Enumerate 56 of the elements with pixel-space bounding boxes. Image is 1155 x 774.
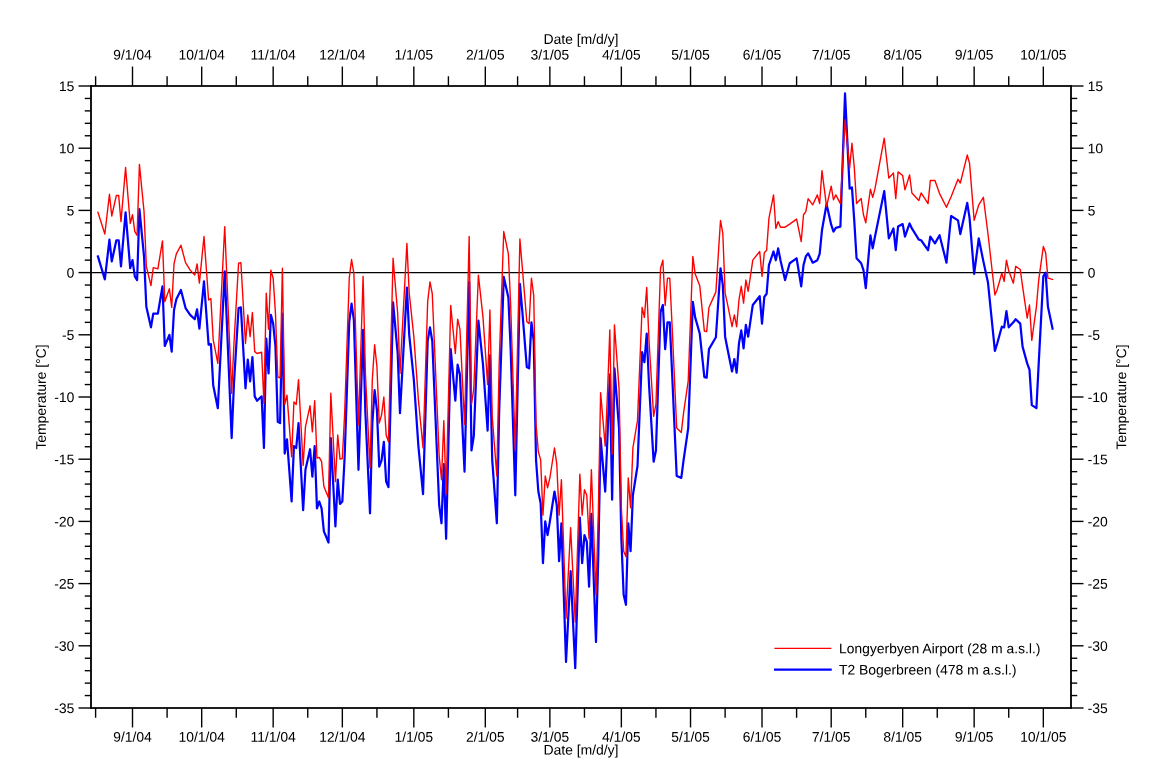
x2-tick-label: 6/1/05 [743, 49, 781, 60]
y-tick-label: -10 [54, 392, 74, 403]
x2-tick-label: 8/1/05 [883, 49, 922, 60]
y2-tick-label: 10 [1088, 143, 1103, 154]
x2-tick-label: 7/1/05 [812, 49, 850, 60]
x2-tick-label: 1/1/05 [395, 49, 433, 60]
x2-tick-label: 3/1/05 [531, 49, 569, 60]
y-tick-label: -5 [62, 330, 74, 340]
x2-tick-label: 12/1/04 [320, 49, 366, 60]
x-tick-label: 2/1/05 [466, 731, 505, 742]
y2-tick-label: -15 [1088, 454, 1108, 465]
x2-tick-label: 9/1/05 [955, 49, 993, 60]
y-tick-label: -25 [54, 578, 74, 589]
x2-tick-label: 9/1/04 [113, 49, 152, 60]
y-tick-label: -15 [54, 454, 74, 465]
y2-tick-label: -5 [1088, 330, 1100, 340]
x2-tick-label: 4/1/05 [602, 49, 641, 60]
x-tick-label: 10/1/05 [1021, 731, 1066, 742]
x-axis-title: Date [m/d/y] [544, 744, 618, 758]
legend-label: T2 Bogerbreen (478 m a.s.l.) [839, 664, 1016, 678]
y-axis-title: Temperature [°C] [35, 345, 49, 450]
y2-tick-label: -35 [1088, 703, 1108, 714]
y-tick-label: 10 [59, 143, 74, 154]
x2-tick-label: 10/1/05 [1021, 49, 1066, 60]
x-tick-label: 10/1/04 [179, 731, 225, 742]
y2-tick-label: 15 [1088, 81, 1103, 92]
y2-tick-label: 5 [1088, 205, 1095, 216]
y-tick-label: -35 [54, 703, 74, 714]
x-tick-label: 12/1/04 [320, 731, 366, 742]
x2-axis-title: Date [m/d/y] [544, 33, 618, 47]
legend-label: Longyerbyen Airport (28 m a.s.l.) [840, 643, 1040, 657]
x-tick-label: 5/1/05 [671, 731, 710, 742]
x-tick-label: 1/1/05 [395, 731, 433, 742]
x-tick-label: 11/1/04 [251, 731, 296, 742]
x-tick-label: 7/1/05 [812, 731, 850, 742]
y-tick-label: -20 [54, 516, 74, 527]
y-tick-label: 5 [67, 205, 74, 216]
y-tick-label: 0 [67, 267, 74, 278]
y2-tick-label: -30 [1088, 641, 1108, 651]
x-tick-label: 6/1/05 [743, 731, 781, 742]
x2-tick-label: 11/1/04 [251, 49, 296, 60]
y2-tick-label: -25 [1088, 578, 1108, 589]
x2-tick-label: 2/1/05 [466, 49, 505, 60]
x-tick-label: 3/1/05 [531, 731, 569, 742]
y-tick-label: -30 [54, 641, 74, 651]
x2-tick-label: 5/1/05 [671, 49, 710, 60]
y-tick-label: 15 [59, 81, 74, 92]
x2-tick-label: 10/1/04 [179, 49, 225, 60]
y2-tick-label: -20 [1088, 516, 1108, 527]
x-tick-label: 9/1/05 [955, 731, 993, 742]
y2-tick-label: -10 [1088, 392, 1108, 403]
y2-tick-label: 0 [1088, 267, 1095, 278]
x-tick-label: 4/1/05 [602, 731, 641, 742]
x-tick-label: 9/1/04 [113, 731, 152, 742]
x-tick-label: 8/1/05 [883, 731, 922, 742]
y2-axis-title: Temperature [°C] [1116, 345, 1130, 450]
